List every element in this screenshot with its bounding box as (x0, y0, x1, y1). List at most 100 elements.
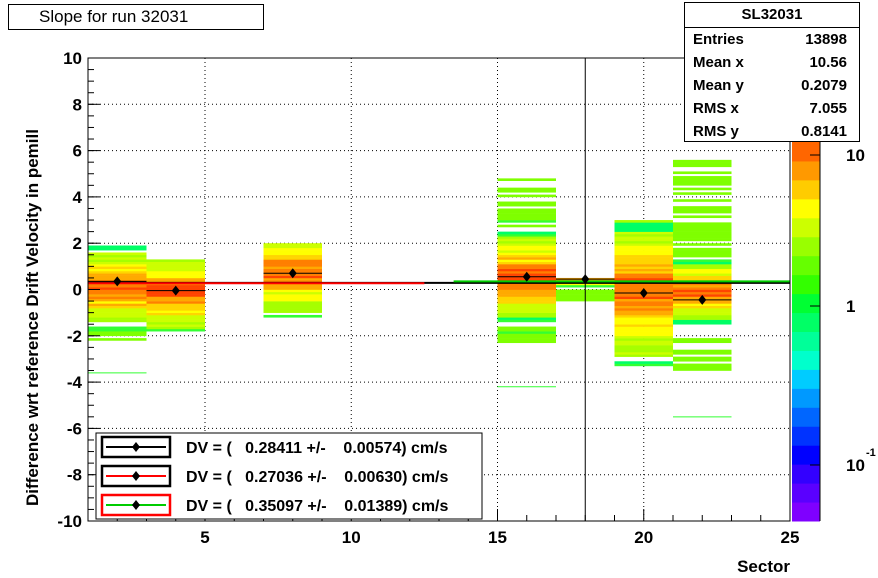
y-tick-label: 6 (73, 142, 82, 161)
legend-marker-point (132, 471, 140, 481)
hist-cell (497, 247, 556, 251)
hist-cell (497, 298, 556, 302)
hist-cell (497, 291, 556, 295)
chart-title-text: Slope for run 32031 (39, 7, 189, 26)
hist-cell (88, 326, 147, 330)
x-tick-label: 20 (634, 528, 653, 547)
color-scale-band (792, 350, 820, 370)
hist-cell (614, 308, 673, 311)
hist-cell (614, 268, 673, 272)
hist-cell (673, 270, 732, 274)
color-scale-band (792, 160, 820, 181)
hist-cell (673, 226, 732, 230)
stats-value: 0.2079 (801, 77, 847, 94)
hist-cell (673, 192, 732, 195)
hist-cell (88, 303, 147, 307)
hist-cell (673, 162, 732, 165)
hist-cell (88, 301, 147, 304)
hist-cell (614, 321, 673, 325)
x-tick-label: 10 (342, 528, 361, 547)
hist-cell (497, 243, 556, 246)
data-point (113, 276, 122, 287)
hist-cell (146, 275, 205, 279)
color-scale-band (792, 502, 820, 522)
stats-row: RMS x 7.055 (685, 97, 859, 120)
hist-cell (88, 310, 147, 313)
hist-cell (614, 222, 673, 225)
hist-cell (146, 273, 205, 276)
color-scale-band (792, 274, 820, 295)
hist-cell (146, 270, 205, 274)
hist-cell (614, 347, 673, 350)
hist-cell (497, 326, 556, 330)
color-scale-exponent: -1 (866, 447, 876, 459)
hist-cell (146, 308, 205, 311)
fit-lines (88, 280, 790, 285)
hist-cell (614, 314, 673, 318)
hist-cell (673, 236, 732, 239)
hist-cell (614, 324, 673, 327)
hist-cell (88, 338, 147, 341)
hist-cell (673, 365, 732, 369)
color-scale-band (792, 142, 820, 162)
stats-value: 0.8141 (801, 123, 847, 140)
hist-cell (146, 277, 205, 281)
hist-cell (497, 266, 556, 269)
hist-cell (614, 252, 673, 256)
color-scale-band (792, 179, 820, 200)
hist-cell (146, 268, 205, 272)
hist-cell (614, 273, 673, 276)
y-tick-label: 0 (73, 281, 82, 300)
hist-cell (614, 326, 673, 330)
hist-cell (88, 296, 147, 300)
hist-cell (263, 259, 322, 263)
hist-cell (614, 254, 673, 258)
hist-cell (673, 222, 732, 225)
hist-cell (497, 215, 556, 219)
stats-label: Mean y (693, 77, 744, 94)
hist-cell (146, 321, 205, 325)
hist-cell (614, 277, 673, 281)
hist-cell (673, 206, 732, 209)
y-axis-label: Difference wrt reference Drift Velocity … (23, 129, 42, 506)
hist-cell (614, 345, 673, 348)
hist-cell (673, 289, 732, 293)
hist-cell (614, 340, 673, 344)
hist-cell (263, 264, 322, 267)
hist-cell (614, 284, 673, 288)
stats-row: RMS y 0.8141 (685, 120, 859, 143)
data-point (171, 285, 180, 296)
hist-cell (673, 284, 732, 288)
hist-cell (497, 296, 556, 300)
hist-cell (614, 361, 673, 364)
hist-cell (673, 308, 732, 311)
hist-cell (497, 210, 556, 214)
hist-cell (88, 319, 147, 323)
hist-cell (497, 289, 556, 293)
hist-cell (497, 250, 556, 253)
hist-cell (88, 245, 147, 249)
hist-cell (497, 335, 556, 339)
color-scale-band (792, 445, 820, 465)
data-points (88, 58, 732, 521)
hist-cell (497, 303, 556, 307)
hist-cell (614, 233, 673, 237)
y-tick-label: 2 (73, 234, 82, 253)
hist-cell (497, 294, 556, 297)
stats-box: SL32031 Entries 13898 Mean x 10.56 Mean y 0… (684, 2, 860, 142)
color-scale-band (792, 312, 820, 332)
y-tick-label: 4 (73, 188, 83, 207)
hist-cell (614, 333, 673, 337)
hist-cell (88, 266, 147, 269)
color-scale-band (792, 217, 820, 238)
hist-cell (673, 233, 732, 237)
hist-cell (497, 224, 556, 228)
hist-cell (263, 308, 322, 311)
hist-cell (614, 335, 673, 339)
hist-cell (497, 331, 556, 334)
data-point (288, 268, 297, 279)
hist-cell (614, 236, 673, 239)
x-tick-label: 5 (200, 528, 209, 547)
color-scale-band (792, 331, 820, 351)
hist-cell (673, 229, 732, 232)
